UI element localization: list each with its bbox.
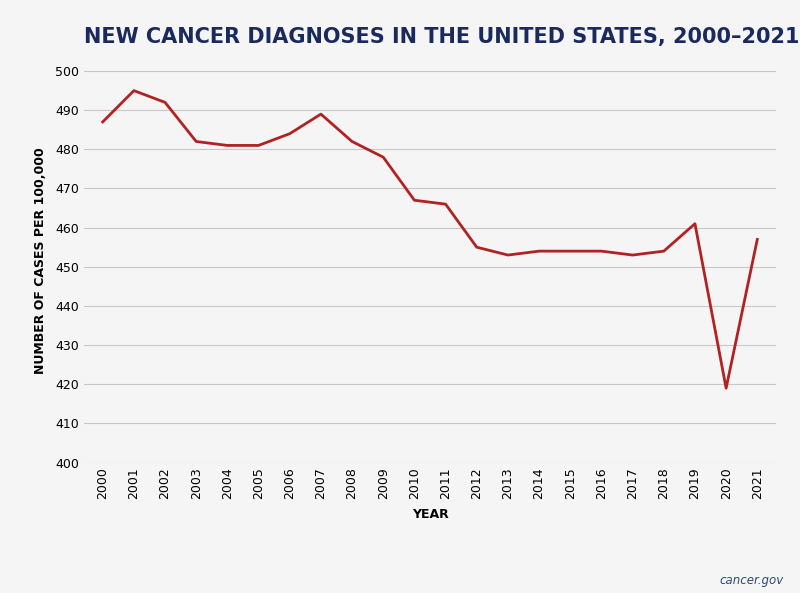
- Text: cancer.gov: cancer.gov: [720, 574, 784, 587]
- Text: NEW CANCER DIAGNOSES IN THE UNITED STATES, 2000–2021: NEW CANCER DIAGNOSES IN THE UNITED STATE…: [84, 27, 799, 47]
- Y-axis label: NUMBER OF CASES PER 100,000: NUMBER OF CASES PER 100,000: [34, 148, 47, 374]
- X-axis label: YEAR: YEAR: [412, 508, 448, 521]
